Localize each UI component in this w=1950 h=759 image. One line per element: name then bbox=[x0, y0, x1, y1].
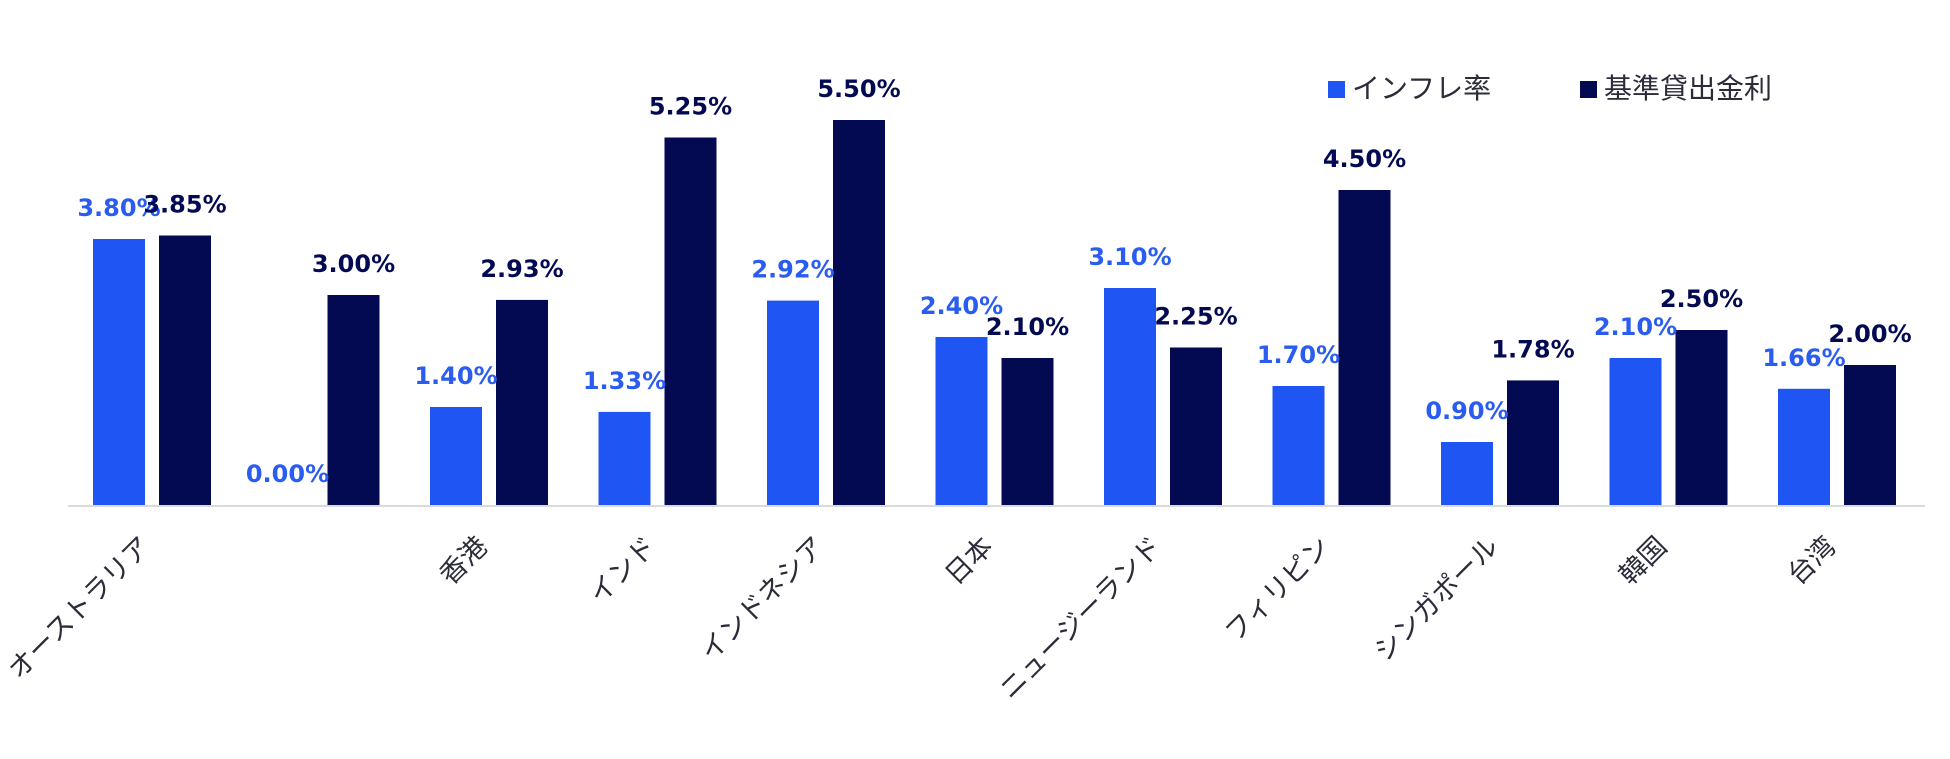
legend-label-lending-rate: 基準貸出金利 bbox=[1604, 72, 1772, 105]
value-label-s0-7: 1.70% bbox=[1257, 341, 1340, 369]
bar-s0-10 bbox=[1778, 388, 1830, 505]
legend-item-inflation: インフレ率 bbox=[1328, 72, 1491, 105]
x-tick-label-0: オーストラリア bbox=[2, 531, 157, 686]
value-label-s0-0: 3.80% bbox=[77, 194, 160, 222]
value-label-s0-5: 2.40% bbox=[920, 292, 1003, 320]
value-label-s1-4: 5.50% bbox=[817, 75, 900, 103]
x-tick-label-9: 韓国 bbox=[1613, 531, 1673, 591]
bar-s0-7 bbox=[1272, 386, 1325, 505]
bar-s0-2 bbox=[430, 407, 482, 505]
legend-swatch-inflation bbox=[1328, 81, 1345, 98]
bar-s1-9 bbox=[1675, 330, 1728, 505]
value-label-s1-10: 2.00% bbox=[1828, 320, 1911, 348]
bars-layer bbox=[93, 120, 1896, 505]
bar-s0-5 bbox=[935, 337, 988, 505]
value-label-s1-8: 1.78% bbox=[1491, 335, 1574, 363]
value-label-s1-7: 4.50% bbox=[1323, 145, 1406, 173]
x-tick-label-3: インド bbox=[583, 531, 662, 610]
x-tick-label-6: ニュージーランド bbox=[994, 531, 1168, 705]
bar-s0-4 bbox=[767, 300, 819, 505]
value-label-s1-3: 5.25% bbox=[649, 93, 732, 121]
x-tick-label-4: インドネシア bbox=[694, 531, 830, 667]
x-tick-label-2: 香港 bbox=[434, 531, 494, 591]
bar-s1-1 bbox=[327, 295, 380, 505]
value-labels-layer: 3.80%3.85% 0.00% 3.00% 1.40% 2.93% 1.33% 5.25%… bbox=[77, 75, 1911, 488]
legend-label-inflation: インフレ率 bbox=[1352, 72, 1491, 105]
bar-s1-8 bbox=[1507, 380, 1559, 505]
bar-s0-9 bbox=[1609, 358, 1662, 505]
x-tick-label-7: フィリピン bbox=[1219, 531, 1336, 648]
bar-s1-0 bbox=[159, 235, 211, 505]
value-label-s0-1: 0.00% bbox=[246, 460, 329, 488]
legend-item-lending-rate: 基準貸出金利 bbox=[1580, 72, 1772, 105]
value-label-s0-4: 2.92% bbox=[751, 256, 834, 284]
bar-s0-6 bbox=[1104, 288, 1156, 505]
bar-s0-8 bbox=[1441, 442, 1493, 505]
bar-s1-3 bbox=[664, 137, 717, 505]
bar-s1-7 bbox=[1338, 190, 1391, 505]
value-label-s0-8: 0.90% bbox=[1425, 397, 1508, 425]
bar-s1-10 bbox=[1844, 365, 1896, 505]
bar-s0-3 bbox=[598, 411, 651, 505]
value-label-s0-10: 1.66% bbox=[1762, 344, 1845, 372]
value-label-s0-2: 1.40% bbox=[414, 362, 497, 390]
value-label-s0-9: 2.10% bbox=[1594, 313, 1677, 341]
legend-swatch-lending-rate bbox=[1580, 81, 1597, 98]
x-tick-label-8: シンガポール bbox=[1368, 531, 1504, 667]
bar-s1-6 bbox=[1170, 347, 1222, 505]
bar-s1-5 bbox=[1001, 358, 1054, 505]
bar-s1-4 bbox=[833, 120, 885, 505]
value-label-s1-1: 3.00% bbox=[312, 250, 395, 278]
bar-s1-2 bbox=[496, 299, 548, 505]
value-label-s1-5: 2.10% bbox=[986, 313, 1069, 341]
value-label-s1-0: 3.85% bbox=[143, 191, 226, 219]
value-label-s1-6: 2.25% bbox=[1154, 303, 1237, 331]
value-label-s1-9: 2.50% bbox=[1660, 285, 1743, 313]
x-tick-label-5: 日本 bbox=[939, 531, 999, 591]
value-label-s0-3: 1.33% bbox=[583, 367, 666, 395]
value-label-s0-6: 3.10% bbox=[1088, 243, 1171, 271]
x-tick-label-10: 台湾 bbox=[1782, 531, 1842, 591]
value-label-s1-2: 2.93% bbox=[480, 255, 563, 283]
legend: インフレ率 基準貸出金利 bbox=[1328, 72, 1772, 105]
bar-s0-0 bbox=[93, 239, 145, 505]
